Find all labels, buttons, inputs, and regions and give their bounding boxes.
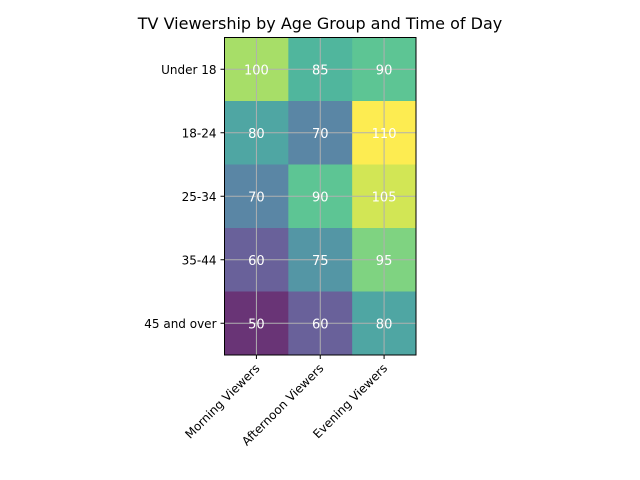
- y-tick-label: 35-44: [182, 253, 217, 267]
- cell-value-label: 80: [376, 317, 393, 332]
- y-tick-label: Under 18: [161, 63, 216, 77]
- axes-frame: [224, 37, 417, 356]
- cell-value-label: 50: [248, 317, 265, 332]
- cell-value-label: 90: [376, 63, 393, 78]
- y-tick-label: 25-34: [182, 190, 217, 204]
- cell-value-label: 110: [372, 127, 397, 142]
- cell-value-label: 90: [312, 190, 329, 205]
- cell-value-label: 60: [312, 317, 329, 332]
- cell-value-label: 80: [248, 127, 265, 142]
- cell-value-label: 95: [376, 254, 393, 269]
- cell-value-label: 85: [312, 63, 329, 78]
- cell-value-label: 70: [312, 127, 329, 142]
- y-tick-label: 18-24: [182, 126, 217, 140]
- cell-value-label: 70: [248, 190, 265, 205]
- cell-value-label: 100: [244, 63, 269, 78]
- cell-value-label: 60: [248, 254, 265, 269]
- cell-value-label: 75: [312, 254, 329, 269]
- cell-value-label: 105: [372, 190, 397, 205]
- chart-title: TV Viewership by Age Group and Time of D…: [137, 14, 502, 33]
- y-tick-label: 45 and over: [144, 317, 216, 331]
